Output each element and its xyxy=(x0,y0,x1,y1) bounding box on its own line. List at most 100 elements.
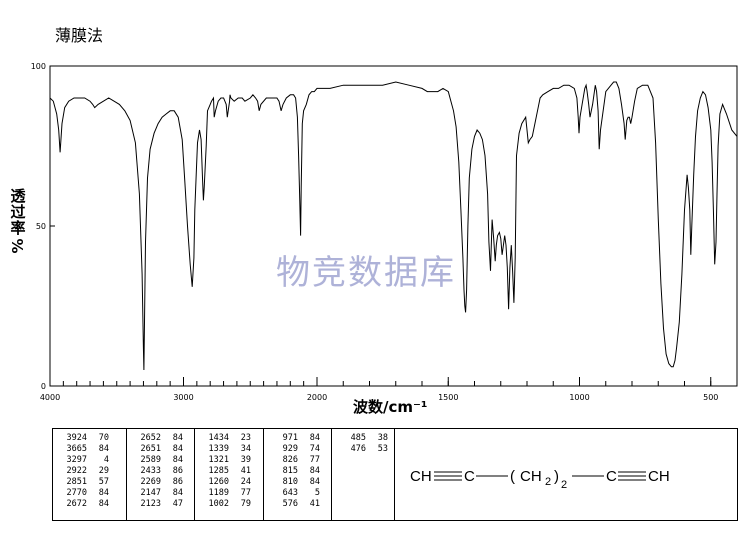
watermark: 物竞数据库 xyxy=(276,253,456,293)
peak-row: 1339 34 xyxy=(195,444,263,455)
formula-c1: C xyxy=(464,468,475,485)
peak-table-column: 971 84 929 74 826 77 815 84 810 84 643 5 576 41 xyxy=(264,429,332,520)
peak-row: 2672 84 xyxy=(53,499,126,510)
formula-n-sub: 2 xyxy=(561,479,567,491)
peak-transmittance: 47 xyxy=(172,499,183,509)
peak-row: 643 5 xyxy=(264,488,331,499)
peak-transmittance: 70 xyxy=(98,433,109,443)
peak-row: 3924 70 xyxy=(53,433,126,444)
peak-wavenumber: 2589 xyxy=(140,455,161,465)
y-tick-label: 0 xyxy=(41,382,46,391)
y-axis-label-char: 率 xyxy=(10,219,26,237)
y-axis-label: 透 过 率 % xyxy=(6,188,30,254)
peak-transmittance: 84 xyxy=(309,433,320,443)
peak-row: 576 41 xyxy=(264,499,331,510)
axis-ticks xyxy=(49,65,712,387)
peak-transmittance: 84 xyxy=(98,499,109,509)
peak-transmittance: 34 xyxy=(240,444,251,454)
x-axis-label: 波数/cm⁻¹ xyxy=(353,398,428,416)
peak-row: 2147 84 xyxy=(127,488,194,499)
x-tick-label: 2000 xyxy=(307,393,327,402)
formula-left: CH xyxy=(410,468,432,485)
peak-wavenumber: 1321 xyxy=(208,455,229,465)
peak-table: 3924 70 3665 84 3297 4 2922 29 2851 57 2770 84 2672 8… xyxy=(52,428,738,521)
peak-transmittance: 39 xyxy=(240,455,251,465)
peak-table-column: 485 38 476 53 xyxy=(332,429,395,520)
peak-transmittance: 4 xyxy=(103,455,109,465)
peak-wavenumber: 3297 xyxy=(66,455,87,465)
peak-row: 3297 4 xyxy=(53,455,126,466)
peak-wavenumber: 576 xyxy=(282,499,298,509)
formula-paren-open: ( xyxy=(510,468,515,485)
peak-transmittance: 74 xyxy=(309,444,320,454)
peak-table-column: 3924 70 3665 84 3297 4 2922 29 2851 57 2770 84 2672 8… xyxy=(53,429,127,520)
y-axis-label-char: 透 xyxy=(10,187,26,205)
peak-table-column: 1434 23 1339 34 1321 39 1285 41 1260 24 1189 77 1002… xyxy=(195,429,264,520)
peak-wavenumber: 1285 xyxy=(208,466,229,476)
peak-transmittance: 84 xyxy=(98,488,109,498)
peak-transmittance: 57 xyxy=(98,477,109,487)
peak-wavenumber: 1434 xyxy=(208,433,229,443)
peak-row: 1434 23 xyxy=(195,433,263,444)
formula-ch2-sub: 2 xyxy=(545,476,551,488)
peak-transmittance: 84 xyxy=(172,433,183,443)
peak-row: 971 84 xyxy=(264,433,331,444)
peak-wavenumber: 3924 xyxy=(66,433,87,443)
peak-wavenumber: 2672 xyxy=(66,499,87,509)
peak-row: 1285 41 xyxy=(195,466,263,477)
formula-right: CH xyxy=(648,468,670,485)
y-axis-unit: % xyxy=(9,238,27,254)
x-tick-label: 1500 xyxy=(438,393,458,402)
peak-row: 1321 39 xyxy=(195,455,263,466)
peak-row: 3665 84 xyxy=(53,444,126,455)
peak-transmittance: 86 xyxy=(172,477,183,487)
structure-svg: CH C ( CH 2 ) 2 C CH xyxy=(410,468,670,491)
peak-row: 2922 29 xyxy=(53,466,126,477)
peak-wavenumber: 2433 xyxy=(140,466,161,476)
peak-row: 2433 86 xyxy=(127,466,194,477)
peak-wavenumber: 971 xyxy=(282,433,298,443)
peak-transmittance: 77 xyxy=(240,488,251,498)
peak-row: 1189 77 xyxy=(195,488,263,499)
peak-transmittance: 23 xyxy=(240,433,251,443)
peak-wavenumber: 2922 xyxy=(66,466,87,476)
method-title: 薄膜法 xyxy=(55,26,104,45)
spectrum-line xyxy=(49,81,738,371)
x-tick-label: 3000 xyxy=(173,393,193,402)
peak-wavenumber: 826 xyxy=(282,455,298,465)
peak-wavenumber: 1260 xyxy=(208,477,229,487)
peak-wavenumber: 2123 xyxy=(140,499,161,509)
peak-row: 2652 84 xyxy=(127,433,194,444)
peak-wavenumber: 2651 xyxy=(140,444,161,454)
peak-wavenumber: 810 xyxy=(282,477,298,487)
peak-wavenumber: 1339 xyxy=(208,444,229,454)
formula-ch2: CH xyxy=(520,468,542,485)
peak-transmittance: 29 xyxy=(98,466,109,476)
y-tick-label: 100 xyxy=(31,62,46,71)
peak-row: 815 84 xyxy=(264,466,331,477)
peak-row: 826 77 xyxy=(264,455,331,466)
peak-transmittance: 84 xyxy=(172,455,183,465)
peak-wavenumber: 815 xyxy=(282,466,298,476)
peak-row: 1002 79 xyxy=(195,499,263,510)
peak-row: 1260 24 xyxy=(195,477,263,488)
peak-wavenumber: 485 xyxy=(350,433,366,443)
peak-transmittance: 84 xyxy=(98,444,109,454)
peak-row: 2651 84 xyxy=(127,444,194,455)
ir-spectrum-chart: 4000 3000 2000 1500 1000 500 0 50 100 xyxy=(31,62,738,402)
peak-row: 2589 84 xyxy=(127,455,194,466)
x-tick-label: 4000 xyxy=(40,393,60,402)
peak-wavenumber: 476 xyxy=(350,444,366,454)
peak-wavenumber: 3665 xyxy=(66,444,87,454)
peak-transmittance: 41 xyxy=(240,466,251,476)
peak-transmittance: 79 xyxy=(240,499,251,509)
peak-transmittance: 84 xyxy=(309,466,320,476)
peak-table-column: 2652 84 2651 84 2589 84 2433 86 2269 86 2147 84 2123… xyxy=(127,429,195,520)
peak-transmittance: 53 xyxy=(377,444,388,454)
peak-row: 929 74 xyxy=(264,444,331,455)
peak-transmittance: 5 xyxy=(314,488,320,498)
peak-transmittance: 84 xyxy=(309,477,320,487)
peak-row: 2269 86 xyxy=(127,477,194,488)
formula-c2: C xyxy=(606,468,617,485)
peak-wavenumber: 643 xyxy=(282,488,298,498)
